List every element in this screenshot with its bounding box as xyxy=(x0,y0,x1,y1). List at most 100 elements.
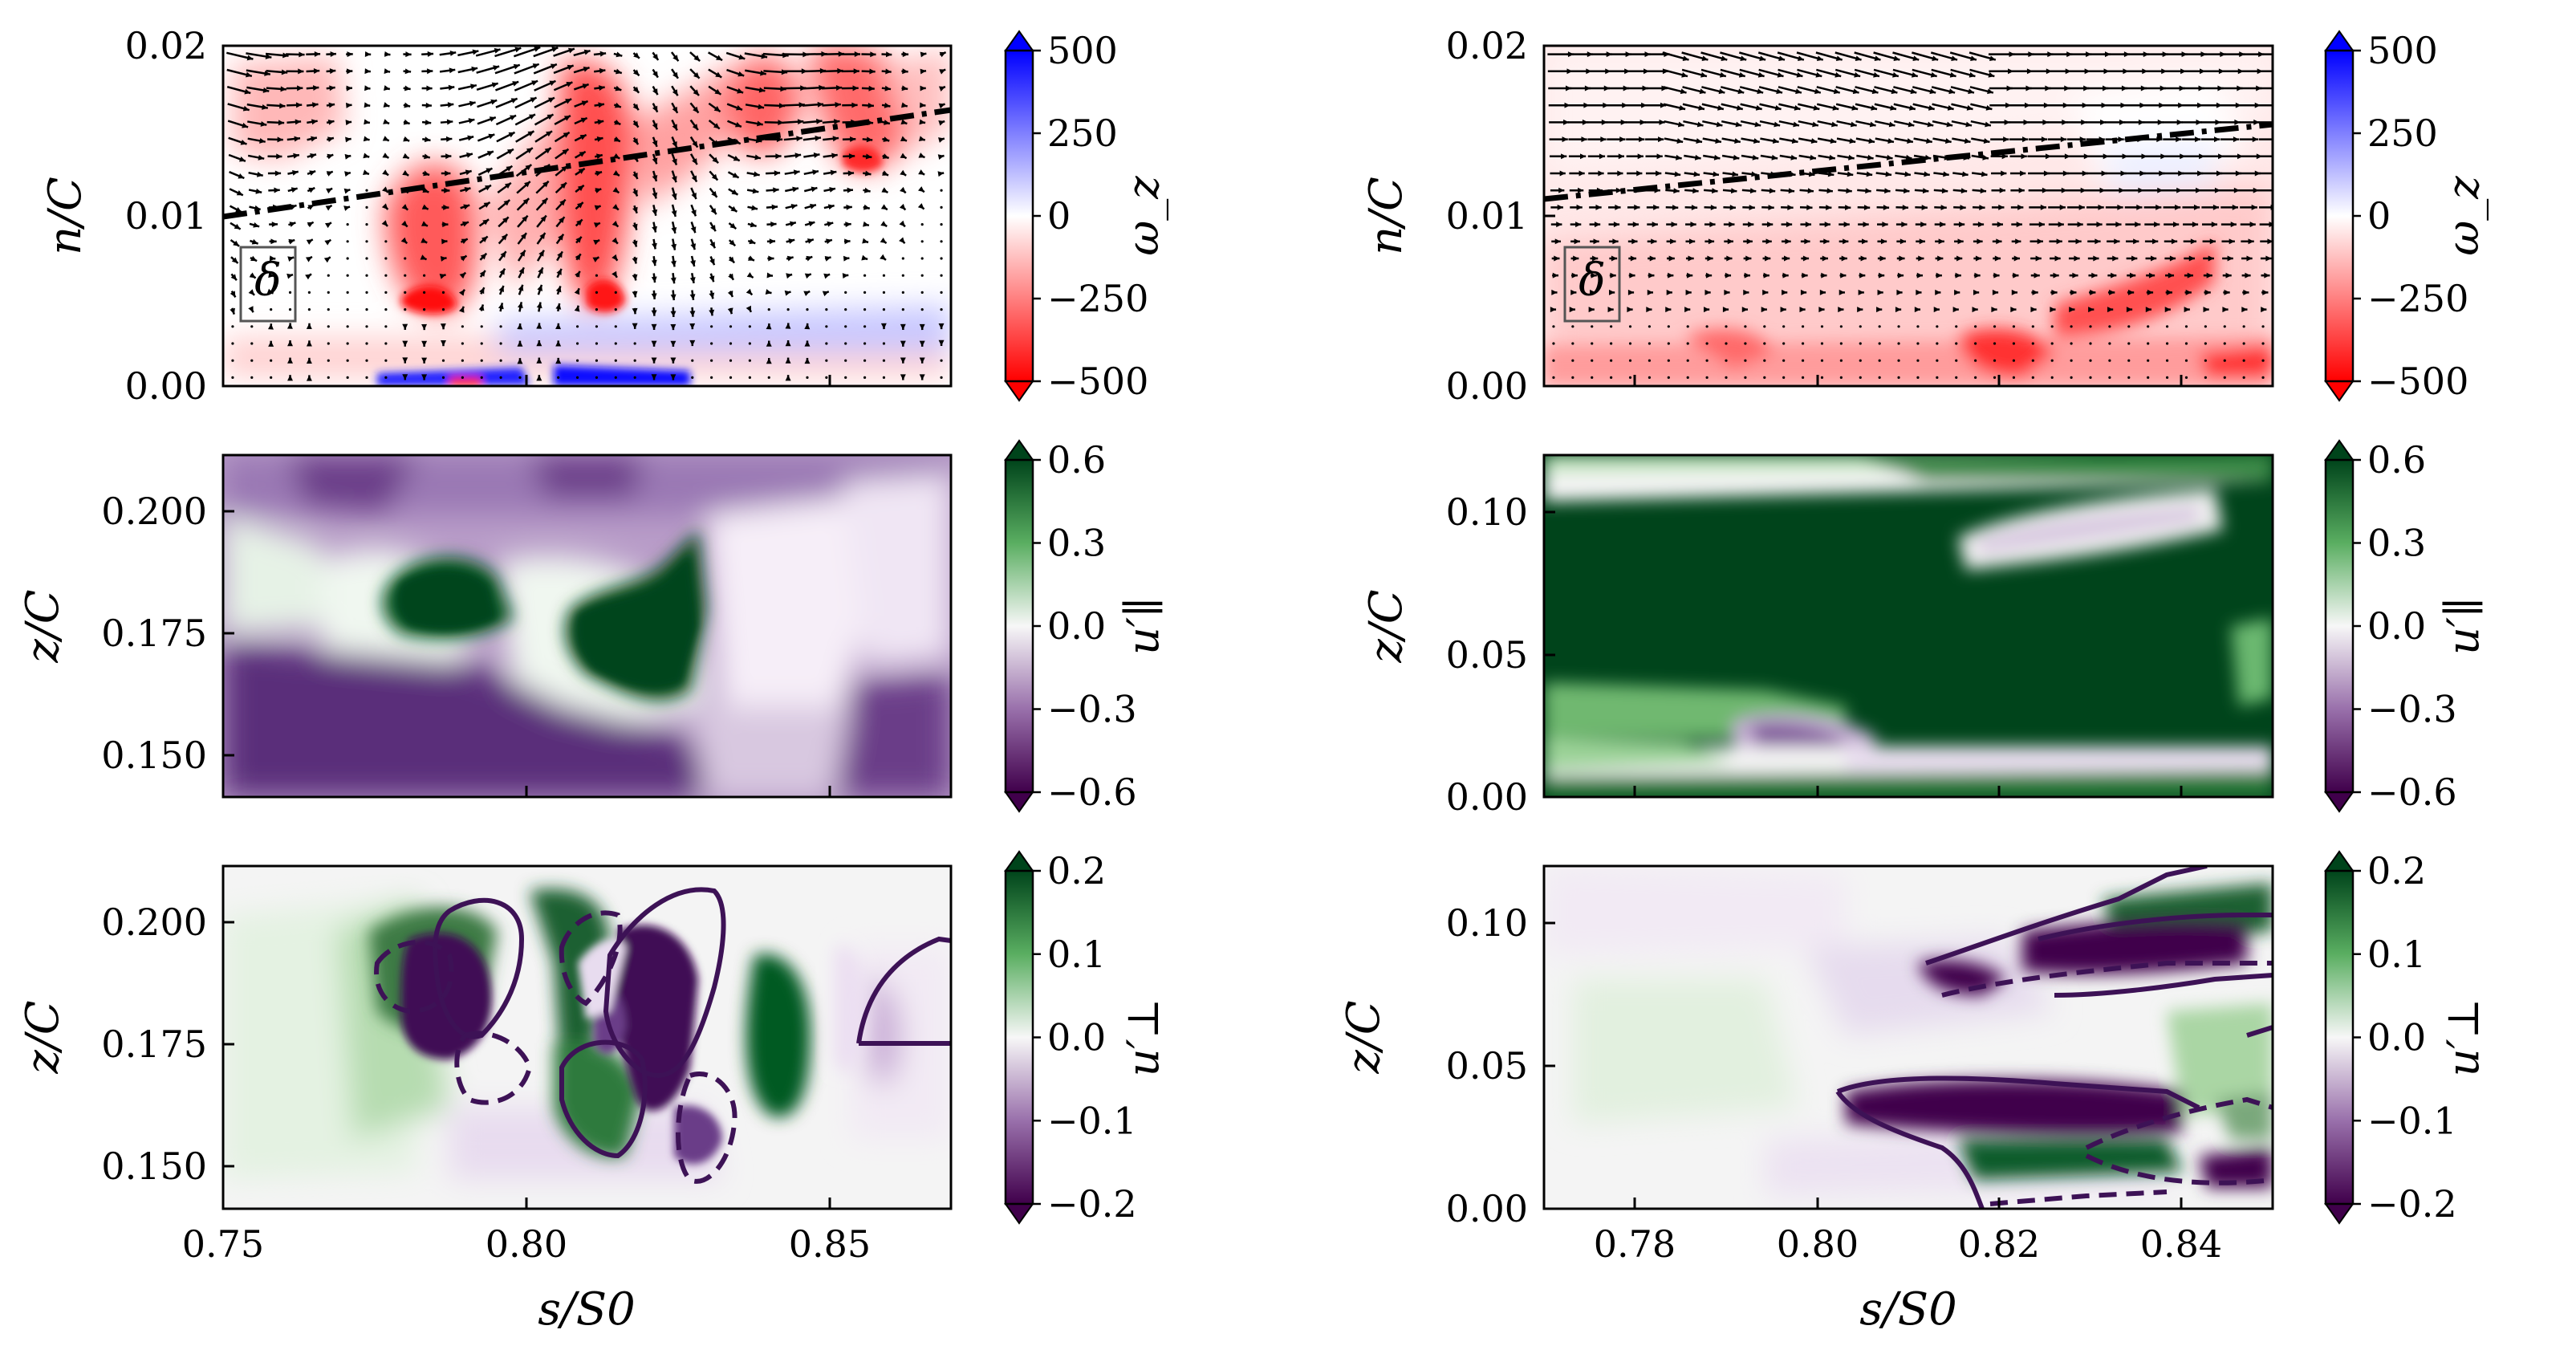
y-tick-label: 0.01 xyxy=(1446,194,1528,238)
velocity-arrow xyxy=(477,167,493,177)
velocity-arrow xyxy=(457,49,479,57)
velocity-arrow xyxy=(441,204,449,210)
velocity-arrow xyxy=(804,203,817,209)
velocity-arrow xyxy=(1744,272,1750,279)
velocity-arrow xyxy=(940,308,943,311)
velocity-arrow xyxy=(2223,342,2226,345)
y-axis-label: z/C xyxy=(17,1000,69,1074)
velocity-arrow xyxy=(1551,238,1561,245)
velocity-arrow xyxy=(689,136,699,148)
velocity-arrow xyxy=(1590,289,1596,295)
velocity-arrow xyxy=(1859,342,1862,345)
velocity-arrow xyxy=(536,232,546,245)
velocity-arrow xyxy=(269,255,276,262)
velocity-arrow xyxy=(940,189,943,192)
velocity-arrow xyxy=(421,357,428,364)
velocity-arrow xyxy=(2220,204,2238,210)
velocity-arrow xyxy=(802,84,825,91)
velocity-arrow xyxy=(2105,119,2126,125)
velocity-arrow xyxy=(2184,342,2188,345)
velocity-arrow xyxy=(1916,289,1922,295)
velocity-arrow xyxy=(671,221,677,234)
delta-inset: δ xyxy=(239,246,297,323)
velocity-arrow xyxy=(441,291,445,294)
velocity-arrow xyxy=(1800,222,1812,228)
colorbar-label: ω_z xyxy=(2438,176,2489,256)
velocity-arrow xyxy=(938,137,945,143)
velocity-arrow xyxy=(345,120,352,126)
velocity-arrow xyxy=(1912,103,1936,111)
velocity-arrow xyxy=(594,153,603,160)
velocity-arrow xyxy=(421,120,432,126)
velocity-arrow xyxy=(2220,119,2241,125)
velocity-arrow xyxy=(1819,222,1830,228)
velocity-arrow xyxy=(1778,120,1800,128)
velocity-arrow xyxy=(2012,272,2019,279)
velocity-arrow xyxy=(1548,102,1570,108)
velocity-arrow xyxy=(365,274,368,277)
velocity-arrow xyxy=(1741,171,1757,177)
u-parallel-field xyxy=(1544,455,2273,797)
velocity-arrow xyxy=(1875,120,1895,128)
velocity-arrow xyxy=(306,357,312,364)
velocity-arrow xyxy=(746,188,759,194)
velocity-arrow xyxy=(651,374,657,380)
velocity-arrow xyxy=(1685,255,1694,262)
velocity-arrow xyxy=(1894,154,1912,161)
velocity-arrow xyxy=(441,340,446,347)
colorbar-label: u′⊥ xyxy=(2438,998,2489,1077)
velocity-arrow xyxy=(1933,171,1949,177)
velocity-arrow xyxy=(439,50,457,56)
velocity-arrow xyxy=(1686,359,1689,362)
velocity-arrow xyxy=(327,342,330,345)
velocity-arrow xyxy=(2257,70,2273,73)
velocity-arrow xyxy=(1954,238,1964,245)
velocity-arrow xyxy=(1992,238,2002,245)
velocity-arrow xyxy=(1991,187,2005,193)
velocity-arrow xyxy=(844,359,847,362)
velocity-arrow xyxy=(1725,325,1728,328)
velocity-arrow xyxy=(899,237,906,245)
velocity-arrow xyxy=(632,171,639,180)
velocity-arrow xyxy=(1704,222,1716,228)
velocity-arrow xyxy=(900,119,908,125)
velocity-arrow xyxy=(365,376,368,379)
y-axis-label: z/C xyxy=(17,589,69,663)
velocity-arrow xyxy=(423,308,426,311)
velocity-arrow xyxy=(729,325,733,328)
velocity-arrow xyxy=(1743,289,1749,295)
velocity-arrow xyxy=(2085,170,2107,177)
velocity-arrow xyxy=(881,68,892,75)
velocity-arrow xyxy=(421,102,432,108)
velocity-arrow xyxy=(861,254,868,261)
velocity-arrow xyxy=(477,99,498,108)
velocity-arrow xyxy=(2067,222,2083,228)
velocity-arrow xyxy=(537,284,543,295)
velocity-arrow xyxy=(1973,205,1985,211)
velocity-arrow xyxy=(1896,255,1905,262)
velocity-arrow xyxy=(2222,272,2232,279)
velocity-arrow xyxy=(1993,325,1997,328)
velocity-arrow xyxy=(1955,376,1958,379)
velocity-arrow xyxy=(2165,272,2175,279)
velocity-arrow xyxy=(2200,119,2221,125)
velocity-arrow xyxy=(1936,342,1939,345)
velocity-arrow xyxy=(745,86,766,93)
velocity-arrow xyxy=(940,240,943,243)
velocity-arrow xyxy=(229,188,244,197)
velocity-arrow xyxy=(1720,68,1746,78)
velocity-arrow xyxy=(496,131,516,143)
velocity-arrow xyxy=(843,153,855,160)
velocity-arrow xyxy=(765,289,772,295)
velocity-arrow xyxy=(1720,51,1747,62)
velocity-arrow xyxy=(842,102,858,108)
velocity-arrow xyxy=(595,376,599,379)
velocity-arrow xyxy=(882,376,886,379)
velocity-arrow xyxy=(1725,359,1728,362)
velocity-arrow xyxy=(710,325,713,328)
velocity-arrow xyxy=(1721,154,1740,161)
velocity-arrow xyxy=(2123,170,2146,177)
velocity-arrow xyxy=(1724,255,1733,262)
velocity-arrow xyxy=(1873,68,1899,78)
velocity-arrow xyxy=(2204,376,2207,379)
